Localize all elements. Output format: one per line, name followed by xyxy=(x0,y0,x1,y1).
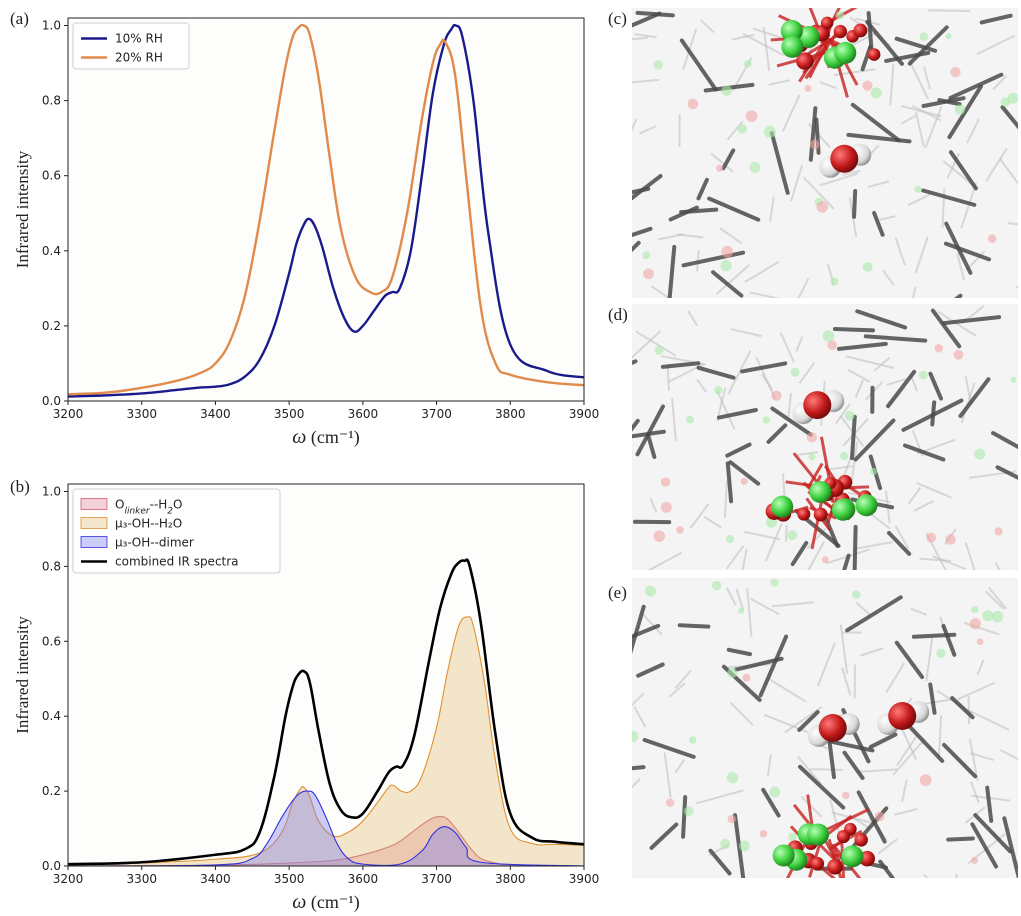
molecular-image-d xyxy=(632,304,1018,570)
legend-label: combined IR spectra xyxy=(115,555,239,569)
y-tick-label: 1.0 xyxy=(42,19,61,33)
y-tick-label: 0.6 xyxy=(42,169,61,183)
x-tick-label: 3500 xyxy=(274,407,305,421)
y-tick-label: 0.4 xyxy=(42,244,61,258)
y-axis-label: Infrared intensity xyxy=(13,616,32,734)
legend-label: μ₃-OH--H₂O xyxy=(115,517,182,531)
x-tick-label: 3900 xyxy=(569,872,600,886)
panel-label-a: (a) xyxy=(10,9,29,28)
plot-area xyxy=(68,18,584,401)
x-tick-label: 3800 xyxy=(495,872,526,886)
x-tick-label: 3200 xyxy=(53,872,84,886)
legend-swatch xyxy=(80,498,108,510)
y-tick-label: 0.8 xyxy=(42,94,61,108)
y-tick-label: 0.0 xyxy=(42,394,61,408)
series-area-0 xyxy=(68,816,584,866)
series-line-0 xyxy=(67,815,585,867)
legend xyxy=(72,488,281,574)
y-axis-label: Infrared intensity xyxy=(13,150,32,268)
panel-label-c: (c) xyxy=(608,9,627,28)
panel-label-b: (b) xyxy=(10,477,30,496)
y-tick-label: 0.0 xyxy=(42,859,61,873)
x-tick-label: 3900 xyxy=(569,407,600,421)
series-line-3 xyxy=(67,558,585,866)
legend-label: 10% RH xyxy=(115,32,163,46)
legend-swatch xyxy=(80,536,108,548)
panel-label-d: (d) xyxy=(608,305,628,324)
panel-label-e: (e) xyxy=(608,583,627,602)
x-tick-label: 3400 xyxy=(200,407,231,421)
x-tick-label: 3300 xyxy=(126,872,157,886)
x-tick-label: 3300 xyxy=(126,407,157,421)
series-line-2 xyxy=(67,790,585,867)
legend-label: μ₃-OH--dimer xyxy=(115,536,194,550)
x-tick-label: 3800 xyxy=(495,407,526,421)
x-tick-label: 3600 xyxy=(348,872,379,886)
plot-frame xyxy=(67,17,585,402)
x-tick-label: 3700 xyxy=(421,872,452,886)
legend-swatch xyxy=(80,517,108,529)
x-tick-label: 3200 xyxy=(53,407,84,421)
series-line-1 xyxy=(67,616,585,866)
molecular-image-c xyxy=(632,8,1018,298)
plot-a: 3200 3300 3400 3500 3600 3700 3800 3900 0.0 0.2 0.… xyxy=(13,17,600,448)
y-tick-label: 0.6 xyxy=(42,634,61,648)
legend-label: 20% RH xyxy=(115,51,163,65)
legend-label: Olinker--H2O xyxy=(115,498,182,517)
y-tick-label: 0.2 xyxy=(42,784,61,798)
series-line-1 xyxy=(67,23,585,396)
x-tick-label: 3600 xyxy=(348,407,379,421)
x-axis-label: ω (cm⁻¹) xyxy=(292,426,360,448)
molecular-image-e xyxy=(632,578,1018,878)
x-tick-label: 3500 xyxy=(274,872,305,886)
y-tick-label: 0.4 xyxy=(42,709,61,723)
x-tick-label: 3400 xyxy=(200,872,231,886)
y-tick-label: 1.0 xyxy=(42,484,61,498)
plot-b: 3200 3300 3400 3500 3600 3700 3800 3900 0.0 0.2 0.… xyxy=(13,483,600,913)
x-axis-label: ω (cm⁻¹) xyxy=(292,891,360,913)
series-area-2 xyxy=(68,791,584,866)
y-tick-label: 0.2 xyxy=(42,319,61,333)
y-tick-label: 0.8 xyxy=(42,559,61,573)
series-line-0 xyxy=(67,23,585,398)
plot-frame xyxy=(67,483,585,867)
x-tick-label: 3700 xyxy=(421,407,452,421)
series-area-1 xyxy=(68,616,584,866)
